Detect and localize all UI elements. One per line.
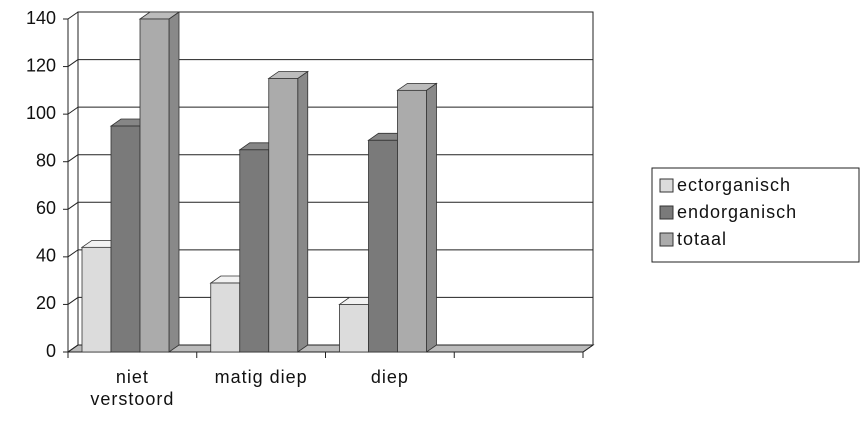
grid-line xyxy=(67,297,79,305)
grid-line xyxy=(67,154,79,163)
bar xyxy=(139,18,170,353)
bar xyxy=(368,139,398,353)
grid-line xyxy=(67,344,79,353)
y-tick-label: 60 xyxy=(36,198,56,218)
y-tick-label: 120 xyxy=(26,55,56,75)
legend-label: endorganisch xyxy=(677,202,797,222)
bar xyxy=(339,304,369,353)
legend-swatch xyxy=(659,178,674,193)
legend-swatch xyxy=(659,232,674,247)
bar xyxy=(239,149,270,353)
y-tick-label: 20 xyxy=(36,293,56,313)
legend xyxy=(651,167,860,263)
bar xyxy=(397,89,427,353)
grid-line xyxy=(67,249,79,258)
y-tick-label: 40 xyxy=(36,246,56,266)
x-tick-label: niet verstoord xyxy=(90,367,175,409)
bar xyxy=(81,246,112,353)
y-tick-label: 100 xyxy=(26,103,56,123)
bar xyxy=(110,125,141,353)
legend-swatch xyxy=(659,205,674,220)
bar xyxy=(210,282,241,353)
legend-label: ectorganisch xyxy=(677,175,791,195)
bar-side xyxy=(168,11,180,353)
legend-label: totaal xyxy=(677,229,727,249)
grid-line xyxy=(67,59,79,67)
y-tick-label: 80 xyxy=(36,150,56,170)
y-tick-label: 0 xyxy=(46,341,56,361)
bar-side xyxy=(297,70,309,353)
grid-line xyxy=(67,201,79,210)
x-tick-label: diep xyxy=(370,367,409,387)
bar-side xyxy=(426,82,437,353)
y-tick-label: 140 xyxy=(26,8,56,28)
grid-line xyxy=(67,11,79,20)
grid-line xyxy=(67,106,79,115)
x-tick-label: matig diep xyxy=(214,367,308,387)
bar xyxy=(268,78,299,353)
